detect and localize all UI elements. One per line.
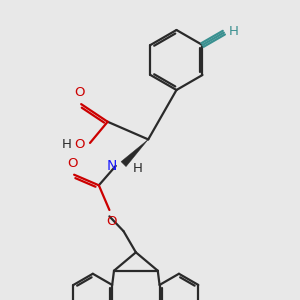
Text: O: O [106, 215, 116, 228]
Text: H: H [228, 26, 238, 38]
Text: O: O [75, 138, 85, 151]
Text: N: N [107, 159, 117, 173]
Text: O: O [67, 157, 77, 170]
Text: H: H [62, 138, 72, 151]
Polygon shape [121, 140, 148, 166]
Text: O: O [74, 86, 85, 99]
Text: H: H [132, 162, 142, 175]
